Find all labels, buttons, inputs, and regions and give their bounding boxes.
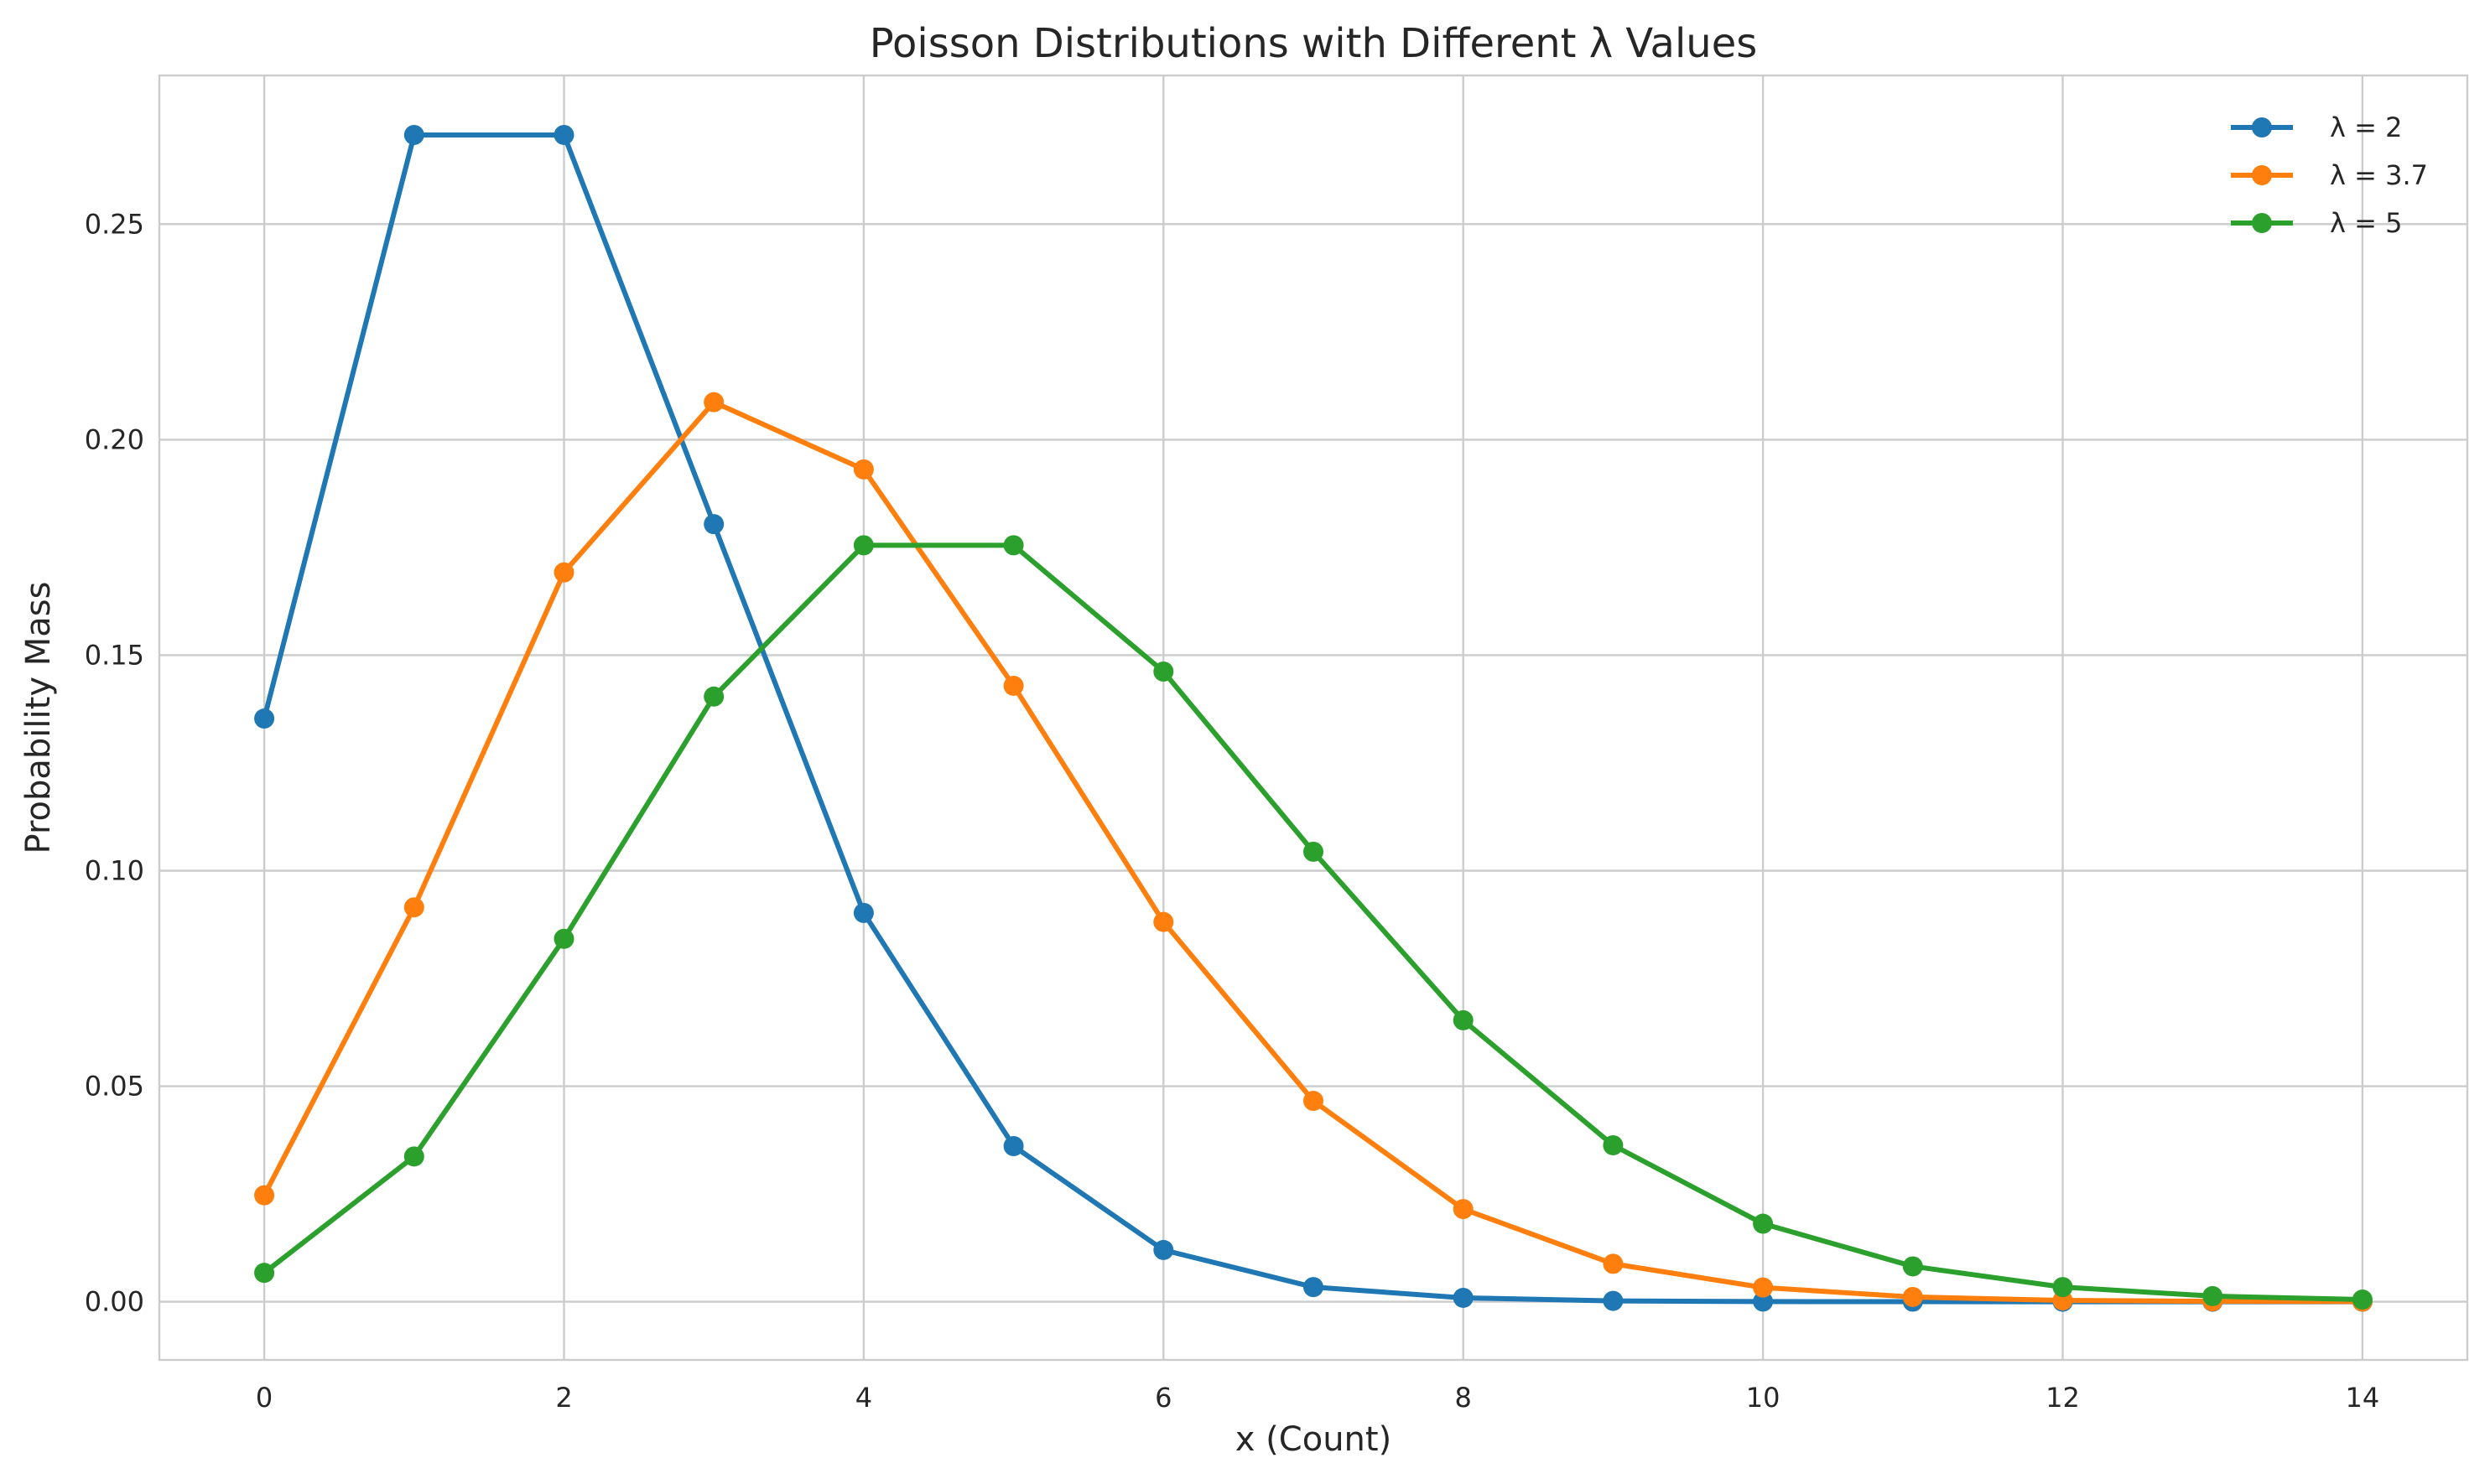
x-tick-label: 8 (1455, 1382, 1472, 1414)
data-point (704, 392, 725, 413)
x-tick-label: 6 (1155, 1382, 1172, 1414)
data-point (403, 1146, 424, 1167)
legend-label: λ = 2 (2330, 112, 2402, 143)
legend-item: λ = 5 (2231, 207, 2402, 239)
data-point (1902, 1256, 1923, 1277)
legend-item: λ = 3.7 (2231, 159, 2428, 191)
legend-marker (2252, 117, 2272, 138)
data-point (254, 1185, 275, 1206)
data-point (853, 902, 874, 923)
data-point (554, 562, 574, 583)
y-tick-label: 0.15 (85, 639, 144, 671)
legend-label: λ = 5 (2330, 207, 2402, 239)
data-point (1153, 661, 1174, 682)
x-tick-label: 10 (1746, 1382, 1780, 1414)
x-tick-label: 4 (855, 1382, 872, 1414)
y-axis-label: Probability Mass (19, 582, 58, 854)
data-point (853, 459, 874, 480)
legend-marker (2252, 165, 2272, 185)
data-point (2052, 1277, 2073, 1298)
data-point (1453, 1009, 1474, 1030)
data-point (2352, 1289, 2373, 1310)
x-tick-label: 14 (2346, 1382, 2380, 1414)
data-point (1153, 1239, 1174, 1260)
data-point (1153, 911, 1174, 932)
data-point (1003, 535, 1024, 556)
y-tick-label: 0.05 (85, 1071, 144, 1103)
plot-area-frame (158, 74, 2469, 1362)
data-point (1303, 1277, 1323, 1298)
data-point (403, 124, 424, 145)
data-point (1003, 1136, 1024, 1157)
data-point (2202, 1285, 2223, 1306)
data-point (554, 124, 574, 145)
data-point (1453, 1287, 1474, 1308)
data-point (254, 1263, 275, 1284)
x-axis-ticks: 0 2 4 6 8 10 12 14 (256, 1382, 2379, 1414)
series-layer (254, 124, 2373, 1312)
chart-title: Poisson Distributions with Different λ V… (870, 20, 1757, 67)
x-tick-label: 0 (256, 1382, 273, 1414)
data-point (554, 928, 574, 949)
x-tick-label: 12 (2046, 1382, 2080, 1414)
data-point (704, 514, 725, 535)
data-point (254, 708, 275, 729)
series-1 (254, 124, 2373, 1312)
grid-lines (159, 75, 2467, 1360)
legend: λ = 2 λ = 3.7 λ = 5 (2231, 112, 2428, 239)
y-axis-ticks: 0.00 0.05 0.10 0.15 0.20 0.25 (85, 208, 144, 1317)
data-point (1603, 1290, 1624, 1311)
series-line (262, 132, 2365, 1305)
series-3 (254, 535, 2373, 1310)
x-axis-label: x (Count) (1235, 1420, 1391, 1459)
data-point (1303, 841, 1323, 862)
data-point (853, 535, 874, 556)
data-point (1902, 1286, 1923, 1307)
data-point (1003, 675, 1024, 696)
data-point (403, 897, 424, 918)
data-point (1603, 1134, 1624, 1155)
legend-item: λ = 2 (2231, 112, 2402, 143)
x-tick-label: 2 (555, 1382, 572, 1414)
data-point (1753, 1213, 1774, 1234)
data-point (704, 686, 725, 707)
series-line (262, 542, 2365, 1303)
legend-marker (2252, 213, 2272, 233)
data-point (1453, 1199, 1474, 1220)
legend-label: λ = 3.7 (2330, 159, 2428, 191)
y-tick-label: 0.00 (85, 1286, 144, 1318)
data-point (1303, 1091, 1323, 1112)
data-point (1753, 1277, 1774, 1298)
y-tick-label: 0.10 (85, 855, 144, 887)
data-point (1603, 1253, 1624, 1274)
y-tick-label: 0.25 (85, 208, 144, 240)
data-point (1753, 1291, 1774, 1312)
y-tick-label: 0.20 (85, 423, 144, 455)
